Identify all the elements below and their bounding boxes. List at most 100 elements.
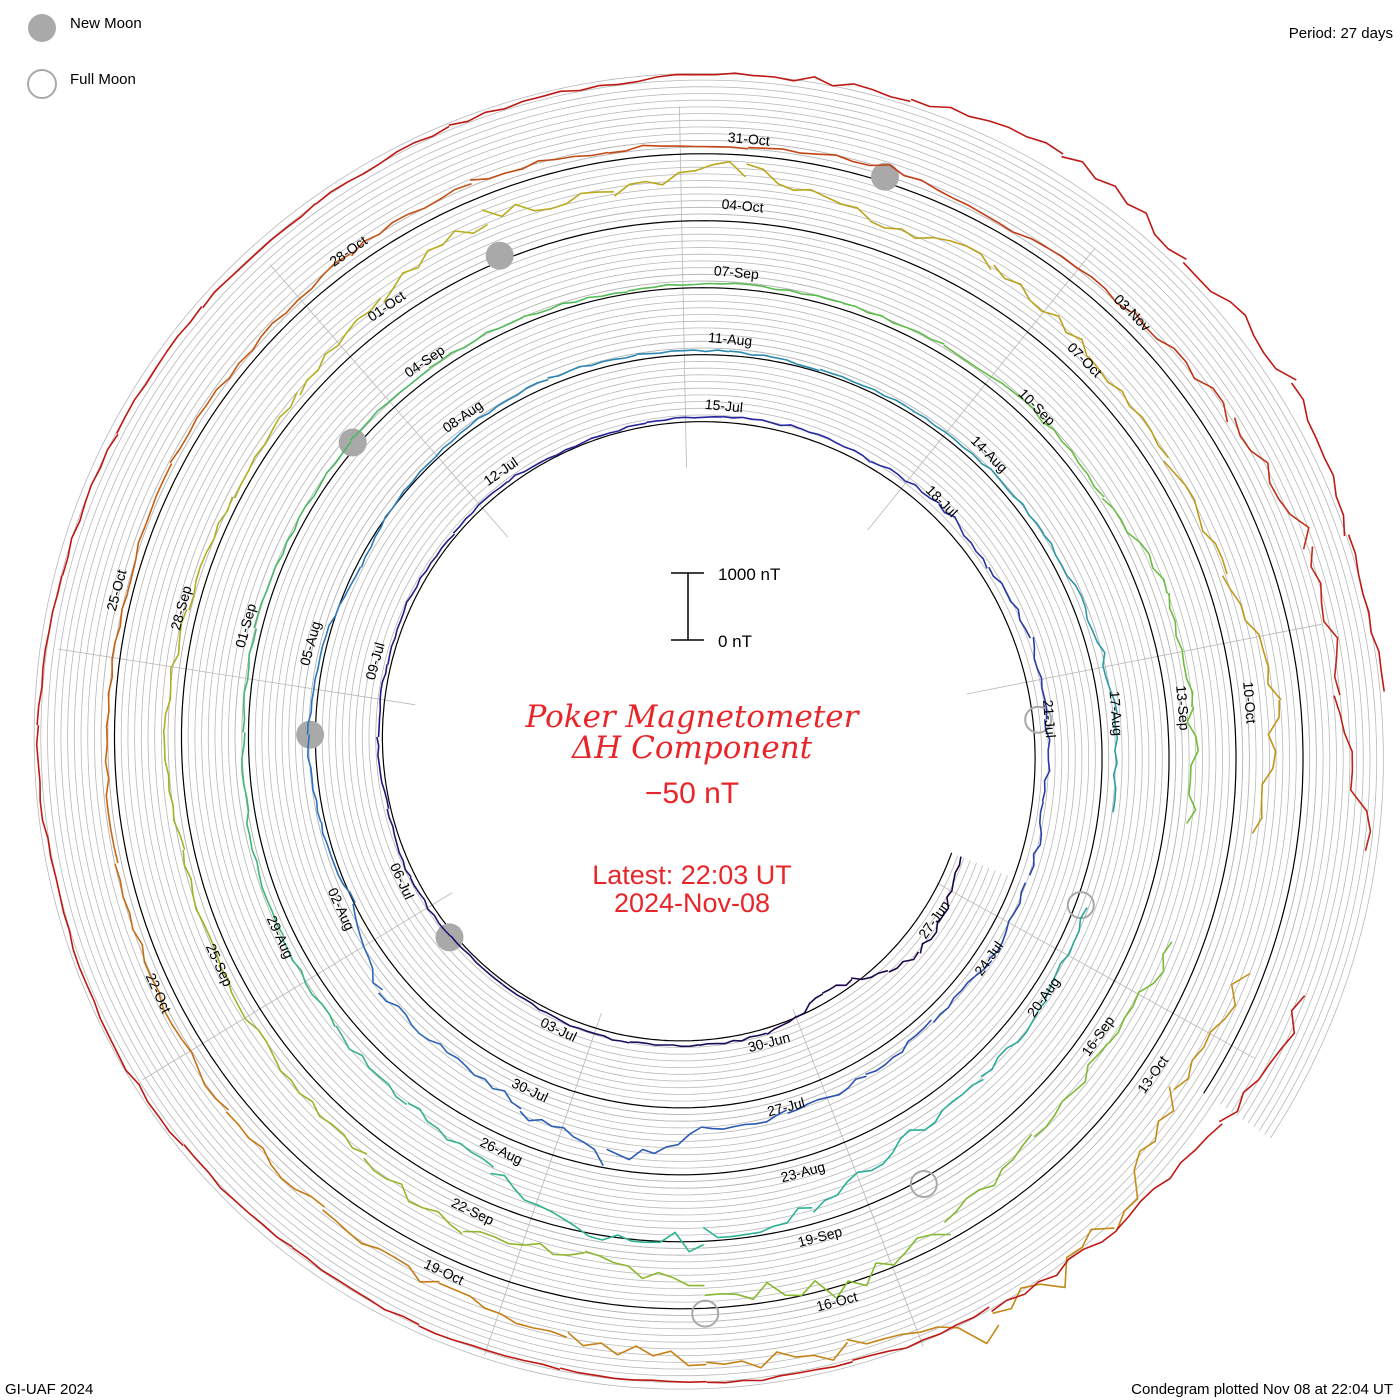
series-1-segment (386, 808, 412, 878)
series-1-segment (1028, 801, 1045, 876)
day-label: 19-Sep (796, 1223, 844, 1250)
grid-ring (80, 119, 1337, 1343)
series-1-segment (409, 877, 452, 938)
grid-spoke (483, 1012, 602, 1356)
series-2-segment (360, 488, 406, 568)
grid-spoke (269, 264, 509, 538)
series-3-segment (1033, 409, 1105, 498)
grid-spoke (142, 892, 453, 1081)
grid-ring (93, 133, 1324, 1330)
new-moon-label: New Moon (70, 15, 142, 32)
series-6-segment (1218, 995, 1306, 1123)
day-label: 30-Jul (509, 1075, 550, 1106)
series-2-segment (729, 350, 820, 372)
day-label: 25-Sep (203, 941, 236, 989)
day-label: 16-Oct (814, 1288, 859, 1314)
series-3-segment (242, 628, 258, 733)
full-moon-marker (909, 1170, 938, 1198)
grid-ring (60, 99, 1358, 1363)
series-5-segment (225, 1111, 326, 1208)
series-4-segment (1033, 1042, 1109, 1138)
grid-spoke (792, 1009, 924, 1347)
series-1-segment (377, 664, 388, 738)
series-5-segment (1173, 972, 1251, 1091)
day-label: 25-Oct (103, 568, 130, 613)
series-2-segment (378, 992, 449, 1054)
series-1-segment (574, 422, 647, 448)
series-2-segment (307, 734, 322, 823)
series-1-segment (951, 856, 962, 891)
day-label: 24-Jul (971, 938, 1006, 978)
series-1-segment (822, 978, 853, 994)
series-5-segment (1310, 546, 1341, 696)
series-4-segment (1108, 941, 1173, 1044)
series-2-segment (932, 960, 993, 1024)
chart-title: Poker Magnetometer (525, 699, 861, 735)
series-5-segment (104, 727, 119, 864)
day-label: 29-Aug (264, 913, 297, 961)
latest-time: Latest: 22:03 UT (592, 860, 792, 890)
series-4-segment (869, 220, 992, 271)
full-moon-icon (27, 69, 57, 99)
series-3-segment (1044, 907, 1088, 999)
period-label: Period: 27 days (1289, 25, 1393, 42)
series-2-segment (306, 646, 324, 735)
new-moon-marker (435, 923, 464, 952)
series-6-segment (706, 1361, 853, 1384)
series-4-segment (704, 1280, 837, 1300)
series-1-segment (411, 533, 456, 596)
day-label: 20-Aug (1024, 974, 1063, 1020)
series-4-segment (234, 392, 298, 499)
series-6-segment (1290, 382, 1346, 537)
series-2-segment (468, 378, 549, 427)
series-5-segment (105, 593, 129, 728)
day-label: 28-Oct (326, 232, 370, 269)
series-2-segment (988, 882, 1027, 960)
grid-rings (33, 73, 1384, 1390)
footer-left: GI-UAF 2024 (5, 1381, 93, 1398)
series-6-segment (852, 1306, 990, 1362)
series-6-segment (910, 98, 1064, 155)
day-label: 31-Oct (727, 129, 770, 149)
series-3-segment (627, 282, 736, 292)
series-6-segment (1182, 261, 1297, 381)
series-6-segment (560, 1367, 707, 1383)
day-label: 22-Oct (143, 971, 175, 1016)
grid-spoke (57, 648, 416, 706)
day-label: 10-Oct (1240, 681, 1259, 724)
grid-spoke (936, 882, 1255, 1059)
series-4-segment (383, 223, 489, 303)
series-1-segment (850, 969, 889, 981)
new-moon-marker (485, 241, 514, 270)
series-3-segment (943, 344, 1035, 411)
series-4-segment (163, 609, 188, 730)
series-5-segment (126, 463, 173, 594)
series-2-segment (1042, 533, 1088, 620)
day-label: 30-Jun (746, 1029, 791, 1055)
legend: New Moon Full Moon (27, 14, 142, 99)
chart-subtitle: ΔH Component (571, 730, 813, 766)
series-4-segment (1087, 355, 1170, 459)
series-6-segment (418, 1325, 561, 1371)
day-label: 26-Aug (478, 1134, 526, 1168)
series-5-segment (470, 151, 609, 181)
series-5-segment (321, 1209, 440, 1283)
series-1-segment (937, 889, 953, 924)
series-2-segment (320, 822, 356, 904)
series-3-segment (1168, 592, 1194, 708)
series-1-segment (562, 1020, 630, 1044)
series-4-segment (746, 163, 871, 221)
footer-right: Condegram plotted Nov 08 at 22:04 UT (1131, 1381, 1393, 1398)
grid-ring (73, 113, 1344, 1350)
series-6-segment (315, 125, 450, 205)
grid-ring (53, 93, 1364, 1370)
grid-ring (87, 126, 1331, 1336)
new-moon-icon (28, 14, 56, 42)
series-1-segment (938, 503, 988, 569)
series-3-segment (812, 1138, 901, 1213)
scale-bottom-label: 0 nT (718, 632, 752, 651)
series-6-segment (183, 1144, 294, 1248)
day-label: 22-Sep (449, 1194, 497, 1228)
series-6-segment (291, 1246, 420, 1326)
